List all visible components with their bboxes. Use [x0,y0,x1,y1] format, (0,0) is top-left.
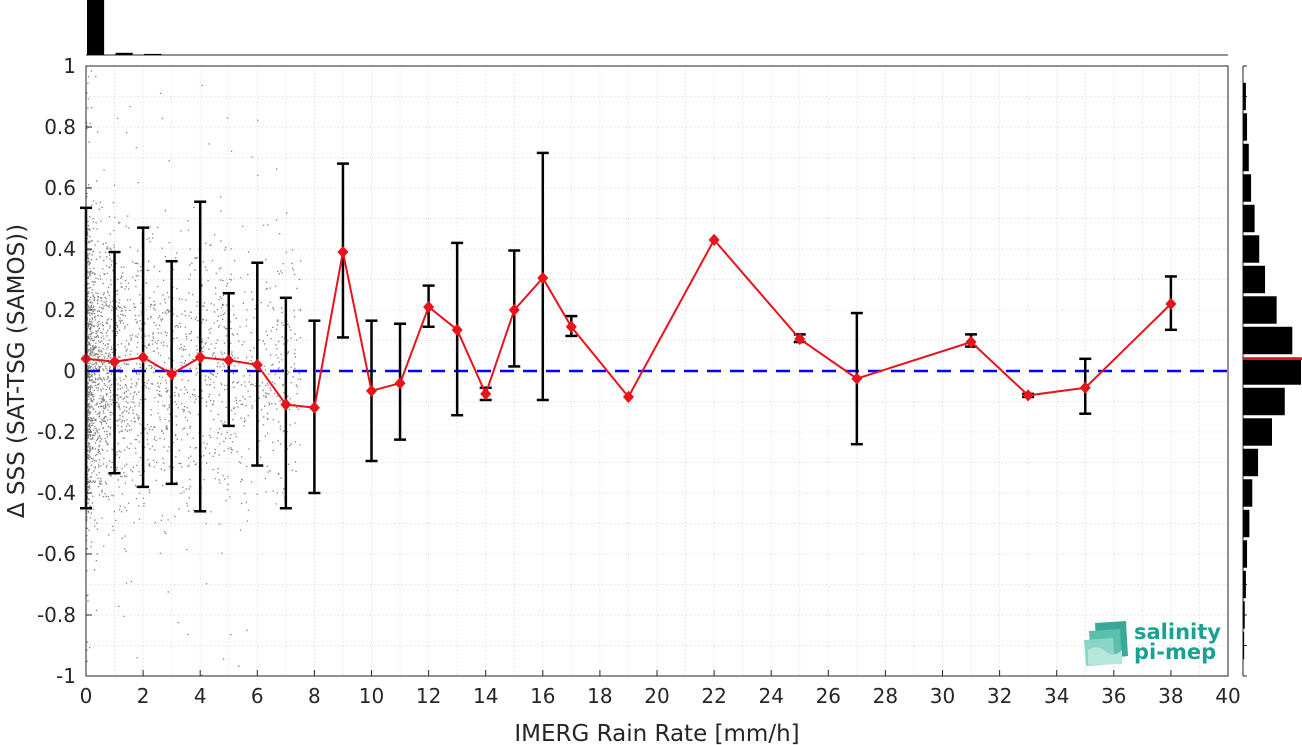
y-tick-label: -0.2 [37,420,76,444]
top-histogram-bar [115,52,133,55]
data-point [965,335,977,349]
right-histogram-bar [1243,265,1266,294]
mean-series-markers [80,233,1177,414]
top-histogram [86,0,1228,56]
x-tick-label: 14 [473,684,498,708]
right-histogram-bar [1243,387,1285,416]
x-axis-title: IMERG Rain Rate [mm/h] [514,721,799,745]
right-histogram-bar [1243,235,1260,263]
data-point [537,271,549,285]
data-point [109,355,121,368]
y-tick-label: 0 [63,359,76,383]
x-tick-label: 26 [816,684,841,708]
x-tick-label: 4 [194,684,207,708]
x-tick-label: 22 [701,684,726,708]
data-point [394,377,406,390]
plot-frame-border [85,65,1229,677]
right-histogram-bar [1243,418,1272,446]
x-tick-label: 10 [359,684,384,708]
y-tick-label: 0.2 [44,298,76,322]
right-histogram-bar [1243,631,1245,660]
x-tick-label: 8 [308,684,321,708]
right-histogram-bar [1243,174,1252,202]
top-histogram-bar [144,53,162,55]
data-point [308,401,320,414]
right-histogram-bar [1243,296,1277,324]
data-point [851,372,863,385]
y-tick-label: -0.8 [37,603,76,627]
right-histogram-bar [1243,204,1255,233]
y-tick-label: 0.6 [44,176,76,200]
right-histogram [1242,65,1302,677]
data-point [223,354,235,367]
x-tick-label: 2 [137,684,150,708]
data-point [480,387,492,400]
x-tick-label: 0 [80,684,93,708]
x-tick-label: 30 [930,684,955,708]
logo-line2: pi-mep [1134,640,1216,664]
x-tick-label: 18 [587,684,612,708]
right-histogram-bar [1243,448,1259,477]
logo-line1: salinity [1134,620,1221,644]
data-point [251,358,263,372]
x-tick-label: 40 [1215,684,1240,708]
x-tick-label: 16 [530,684,555,708]
x-tick-label: 20 [644,684,669,708]
y-tick-label: 1 [63,54,76,78]
logo-waves-icon [1084,621,1128,666]
data-point [365,384,378,397]
x-tick-label: 34 [1044,684,1069,708]
data-point [166,367,178,381]
right-histogram-bar [1243,479,1253,507]
right-histogram-bar [1243,540,1248,568]
data-point [1165,297,1177,311]
top-histogram-bar [87,0,105,55]
right-histogram-bar [1243,143,1249,172]
x-tick-label: 38 [1158,684,1183,708]
right-histogram-bar [1243,326,1293,355]
right-histogram-bar [1243,570,1246,599]
x-tick-label: 36 [1101,684,1126,708]
right-histogram-bar [1243,601,1245,629]
y-tick-label: 0.4 [44,237,76,261]
right-histogram-bar [1243,357,1301,385]
data-point [508,303,520,317]
salinity-pi-mep-logo: salinity pi-mep [1084,620,1221,666]
x-tick-label: 6 [251,684,264,708]
x-tick-label: 12 [416,684,441,708]
y-tick-label: 0.8 [44,115,76,139]
data-point [1022,389,1034,402]
y-tick-label: -0.4 [37,481,76,505]
data-point [794,332,806,346]
right-histogram-bar [1243,509,1250,538]
data-point [1079,381,1091,394]
data-point [423,300,435,314]
y-axis-title: Δ SSS (SAT-TSG (SAMOS)) [4,224,30,518]
x-tick-label: 32 [987,684,1012,708]
y-tick-label: -0.6 [37,542,76,566]
data-point [280,398,292,411]
main-plot: 0 2 4 6 8 10 12 14 16 18 20 22 24 26 28 30 32 34 36 38 40 10… [37,54,1241,708]
data-point [708,233,720,246]
data-point [137,351,149,364]
right-histogram-bar [1243,82,1246,111]
data-point [451,323,463,336]
x-tick-label: 28 [873,684,898,708]
data-point [565,320,577,333]
data-point [622,390,634,404]
right-histogram-bar [1243,113,1248,141]
data-point [337,245,349,259]
y-tick-label: -1 [56,664,76,688]
x-tick-label: 24 [758,684,783,708]
data-point [194,351,206,364]
